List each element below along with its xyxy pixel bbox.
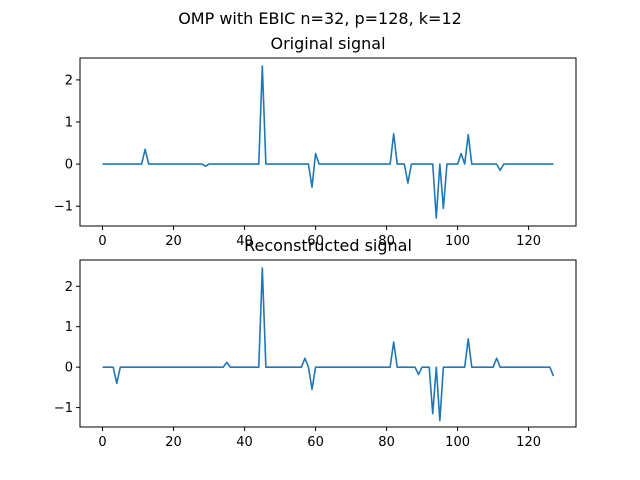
- reconstructed-signal-ytick-label: −1: [54, 401, 73, 416]
- reconstructed-signal-axes-frame: [79, 259, 577, 428]
- reconstructed-signal-ytick-label: 0: [65, 361, 73, 376]
- reconstructed-signal-title: Reconstructed signal: [244, 236, 412, 255]
- original-signal-axes-frame: [79, 57, 577, 227]
- original-signal-xtick-label: 40: [236, 234, 253, 249]
- reconstructed-signal-xtick-label: 20: [165, 435, 182, 450]
- original-signal-xtick-label: 0: [98, 234, 106, 249]
- original-signal-ytick-label: 0: [65, 158, 73, 173]
- original-signal-xtick-label: 60: [307, 234, 324, 249]
- original-signal-xtick-label: 80: [378, 234, 395, 249]
- reconstructed-signal-xtick-label: 120: [516, 435, 541, 450]
- original-signal-xtick-label: 100: [445, 234, 470, 249]
- original-signal-plot: Original signal 0 20 40 60 80 100 120 −1 0 1 2: [54, 34, 577, 249]
- reconstructed-signal-xtick-label: 0: [98, 435, 106, 450]
- original-signal-ytick-label: 1: [65, 116, 73, 131]
- reconstructed-signal-line: [102, 267, 555, 422]
- reconstructed-signal-xtick-label: 80: [378, 435, 395, 450]
- reconstructed-signal-xtick-label: 60: [307, 435, 324, 450]
- original-signal-ytick-label: −1: [54, 200, 73, 215]
- original-signal-line: [102, 65, 554, 219]
- original-signal-xtick-label: 120: [516, 234, 541, 249]
- reconstructed-signal-xtick-label: 100: [445, 435, 470, 450]
- original-signal-xtick-label: 20: [165, 234, 182, 249]
- figure-suptitle: OMP with EBIC n=32, p=128, k=12: [178, 9, 462, 28]
- reconstructed-signal-plot: 0 20 40 60 80 100 120 −1 0 1 2 Reconstructed signal: [54, 236, 577, 450]
- original-signal-ytick-label: 2: [65, 73, 73, 88]
- original-signal-title: Original signal: [270, 34, 385, 53]
- reconstructed-signal-ytick-label: 1: [65, 320, 73, 335]
- reconstructed-signal-xtick-label: 40: [236, 435, 253, 450]
- reconstructed-signal-ytick-label: 2: [65, 280, 73, 295]
